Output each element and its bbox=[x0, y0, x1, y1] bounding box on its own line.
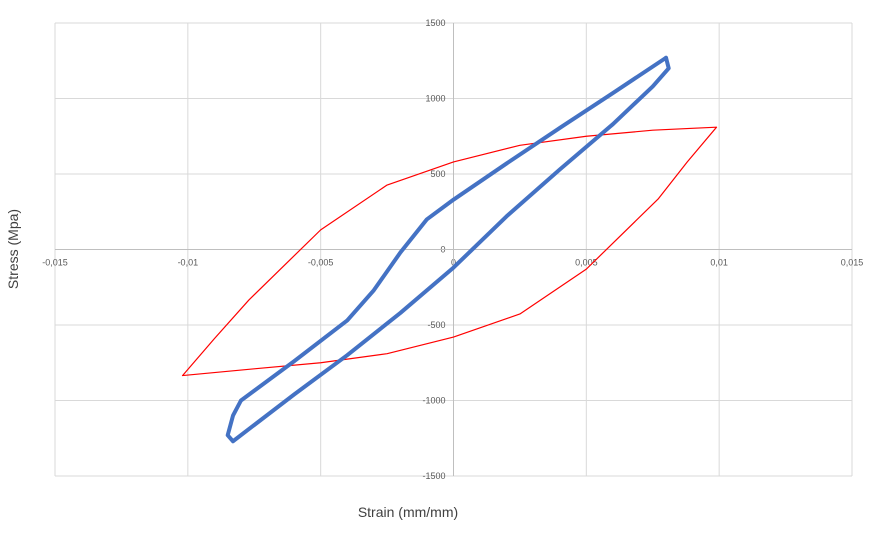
x-tick-label: 0,01 bbox=[710, 258, 728, 268]
y-tick-label: 1500 bbox=[425, 18, 445, 28]
y-tick-label: -1000 bbox=[422, 396, 445, 406]
y-tick-label: -500 bbox=[427, 320, 445, 330]
x-tick-label: 0,015 bbox=[841, 258, 864, 268]
series-line bbox=[225, 55, 671, 444]
x-tick-label: -0,01 bbox=[178, 258, 199, 268]
y-tick-label: -1500 bbox=[422, 471, 445, 481]
y-tick-label: 1000 bbox=[425, 94, 445, 104]
x-axis-title: Strain (mm/mm) bbox=[358, 504, 458, 520]
y-tick-label: 500 bbox=[430, 169, 445, 179]
y-axis-title: Stress (Mpa) bbox=[5, 209, 21, 289]
x-tick-label: -0,005 bbox=[308, 258, 334, 268]
x-tick-label: -0,015 bbox=[42, 258, 68, 268]
series-line bbox=[181, 126, 718, 377]
x-tick-label: 0,005 bbox=[575, 258, 598, 268]
